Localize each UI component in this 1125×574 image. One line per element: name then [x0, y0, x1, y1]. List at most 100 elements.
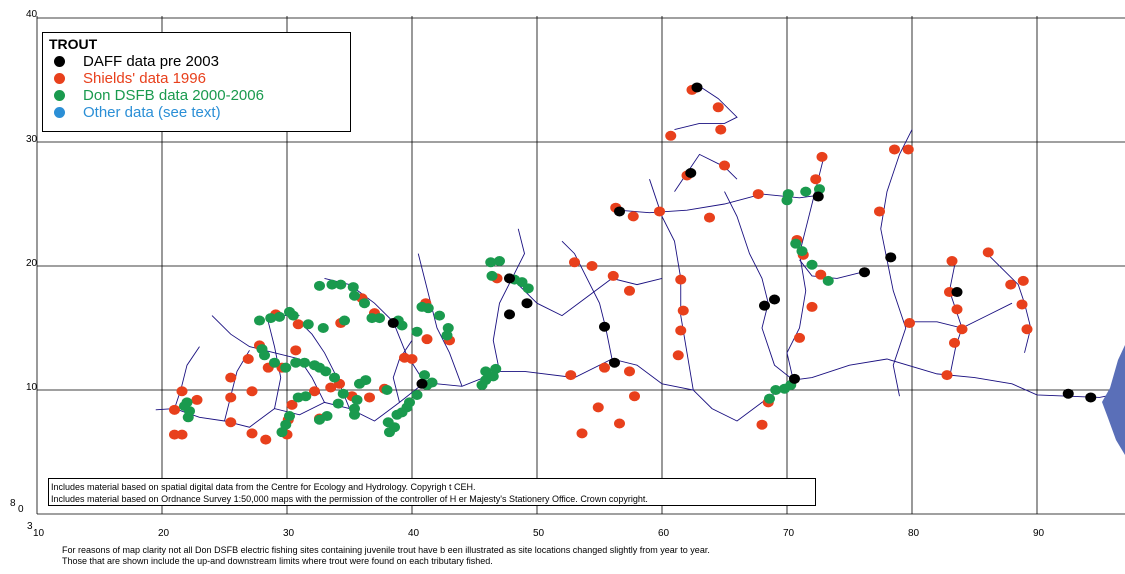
river-line [618, 193, 819, 214]
shields-site-marker [1005, 279, 1017, 290]
dsfb-site-marker [314, 280, 325, 291]
legend-item-dsfb: Don DSFB data 2000-2006 [49, 87, 344, 104]
dsfb-site-marker [179, 401, 190, 412]
x-tick-label: 90 [1033, 528, 1045, 539]
daff-site-marker [769, 294, 780, 305]
shields-site-marker [421, 334, 433, 345]
corner-y-label: 8 [10, 498, 16, 509]
dsfb-site-marker [337, 388, 349, 399]
shields-site-marker [675, 325, 687, 336]
y-tick-label: 0 [18, 504, 24, 515]
shields-site-marker [794, 332, 805, 343]
river-line [724, 191, 794, 381]
legend-marker-shields [54, 73, 65, 84]
shields-site-marker [902, 144, 914, 155]
shields-site-marker [756, 419, 768, 430]
shields-site-marker [169, 404, 180, 415]
shields-site-marker [815, 269, 827, 280]
dsfb-site-marker [434, 310, 445, 321]
footnote-line-2: Those that are shown include the up-and … [62, 556, 493, 566]
shields-site-marker [260, 434, 272, 445]
dsfb-site-marker [486, 270, 498, 281]
dsfb-site-marker [290, 357, 302, 368]
daff-site-marker [1062, 388, 1074, 399]
shields-site-marker [364, 392, 375, 403]
dsfb-site-marker [441, 330, 453, 341]
river-line [949, 259, 963, 378]
legend-title: TROUT [49, 36, 98, 52]
dsfb-site-marker [822, 275, 834, 286]
dsfb-site-marker [320, 366, 332, 377]
daff-site-marker [759, 300, 770, 311]
legend-item-daff: DAFF data pre 2003 [49, 53, 344, 70]
shields-site-marker [672, 350, 684, 361]
dsfb-site-marker [790, 238, 802, 249]
dsfb-site-marker [487, 371, 499, 382]
legend-marker-other [54, 107, 65, 118]
shields-site-marker [1016, 299, 1028, 310]
dsfb-site-marker [485, 257, 497, 268]
shields-site-marker [810, 174, 822, 185]
dsfb-site-marker [265, 313, 277, 324]
shields-site-marker [627, 211, 639, 222]
dsfb-site-marker [326, 279, 338, 290]
x-tick-label: 60 [658, 528, 670, 539]
dsfb-site-marker [411, 326, 423, 337]
shields-site-marker [654, 206, 665, 217]
dsfb-site-marker [299, 357, 310, 368]
river-line [674, 153, 738, 192]
credits-line-os: Includes material based on Ordnance Surv… [51, 494, 648, 504]
daff-site-marker [609, 357, 620, 368]
dsfb-site-marker [259, 350, 270, 361]
dsfb-site-marker [182, 412, 194, 423]
daff-site-marker [951, 287, 963, 298]
dsfb-site-marker [800, 186, 812, 197]
shields-site-marker [569, 257, 580, 268]
shields-site-marker [290, 345, 302, 356]
shields-site-marker [719, 160, 730, 171]
dsfb-site-marker [280, 419, 292, 430]
dsfb-site-marker [814, 184, 825, 195]
dsfb-site-marker [401, 402, 413, 413]
shields-site-marker [576, 428, 588, 439]
shields-site-marker [325, 382, 337, 393]
grid-lines [36, 16, 1125, 515]
shields-site-marker [624, 285, 635, 296]
estuary-shape [1102, 345, 1125, 455]
dsfb-site-marker [351, 394, 363, 405]
dsfb-site-marker [389, 422, 400, 433]
daff-site-marker [504, 309, 515, 320]
shields-site-marker [399, 352, 410, 363]
shields-site-marker [286, 399, 298, 410]
legend-label-shields: Shields' data 1996 [83, 70, 206, 87]
daff-site-marker [599, 321, 610, 332]
shields-site-marker [946, 256, 958, 267]
shields-site-marker [982, 247, 994, 258]
river-line [880, 129, 913, 397]
shields-site-marker [889, 144, 900, 155]
dsfb-site-marker [302, 319, 314, 330]
dsfb-site-marker [335, 279, 347, 290]
shields-site-marker [712, 102, 724, 113]
shields-site-marker [675, 274, 687, 285]
dsfb-site-marker [292, 392, 304, 403]
shields-site-marker [904, 318, 915, 329]
legend-item-shields: Shields' data 1996 [49, 70, 344, 87]
dsfb-site-marker [426, 377, 438, 388]
river-line [511, 277, 663, 317]
dsfb-site-marker [284, 411, 295, 422]
shields-site-marker [242, 354, 254, 364]
daff-site-marker [614, 206, 625, 217]
x-tick-label: 80 [908, 528, 920, 539]
y-tick-label: 20 [26, 258, 38, 269]
shields-site-marker [806, 301, 818, 312]
dsfb-site-marker [359, 298, 370, 309]
credits-line-ceh: Includes material based on spatial digit… [51, 482, 476, 492]
shields-site-marker [941, 370, 953, 381]
shields-site-marker [292, 319, 304, 330]
dsfb-site-marker [411, 389, 423, 400]
shields-site-marker [169, 429, 180, 440]
shields-site-marker [225, 417, 237, 428]
shields-site-marker [607, 270, 619, 281]
shields-site-marker [309, 386, 320, 397]
